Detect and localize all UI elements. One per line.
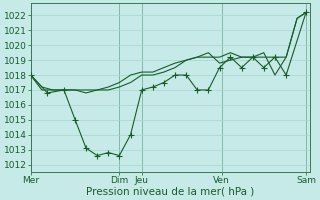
X-axis label: Pression niveau de la mer( hPa ): Pression niveau de la mer( hPa ): [86, 187, 255, 197]
